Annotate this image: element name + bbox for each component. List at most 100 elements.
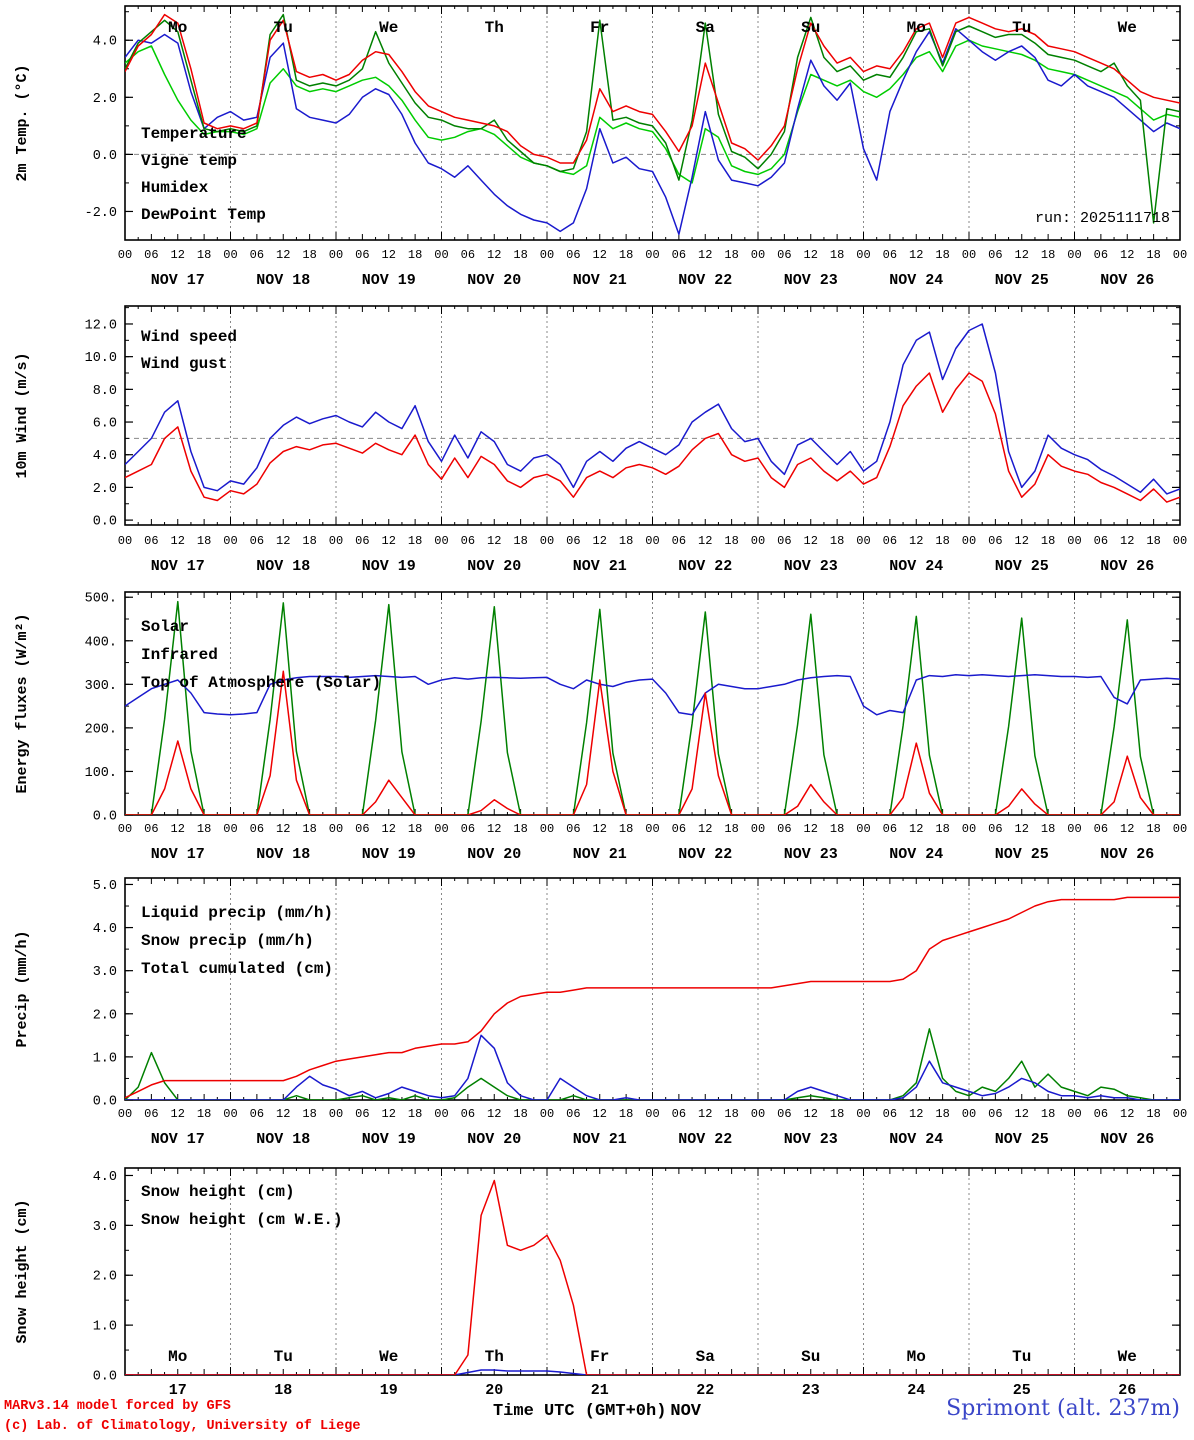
date-label: NOV 24 <box>889 272 943 289</box>
x-tick-label: 06 <box>355 822 369 836</box>
legend-item: DewPoint Temp <box>141 206 266 224</box>
y-tick-label: 6.0 <box>93 417 117 432</box>
x-tick-label: 18 <box>724 1107 738 1121</box>
x-tick-label: 12 <box>1120 534 1134 548</box>
credit-line-1: MARv3.14 model forced by GFS <box>4 1399 231 1414</box>
date-label: NOV 17 <box>151 846 205 863</box>
day-number: 20 <box>485 1382 503 1399</box>
temperature-panel: 4.0 2.0 0.0 -2.0 Temperature Vigne temp Humide… <box>14 5 1187 289</box>
x-tick-label: 06 <box>250 822 264 836</box>
x-tick-label: 18 <box>935 822 949 836</box>
x-tick-label: 06 <box>461 822 475 836</box>
x-tick-label: 00 <box>856 248 870 262</box>
y-tick-label: 2.0 <box>93 1008 117 1023</box>
weekday-label: We <box>1118 19 1137 37</box>
x-tick-label: 18 <box>513 1107 527 1121</box>
x-tick-label: 12 <box>1120 248 1134 262</box>
x-tick-label: 12 <box>909 1107 923 1121</box>
x-tick-label: 18 <box>197 1107 211 1121</box>
x-tick-label: 06 <box>883 534 897 548</box>
x-tick-label: 00 <box>540 1107 554 1121</box>
x-tick-label: 00 <box>434 1107 448 1121</box>
y-tick-label: 10.0 <box>85 351 117 366</box>
x-tick-label: 12 <box>698 534 712 548</box>
x-tick-label: 18 <box>935 1107 949 1121</box>
y-tick-label: 4.0 <box>93 922 117 937</box>
x-tick-label: 18 <box>619 248 633 262</box>
x-tick-label: 00 <box>540 822 554 836</box>
series-vigne-temp <box>125 13 1180 224</box>
series-total-cumulated <box>125 896 1180 1099</box>
x-tick-label: 12 <box>487 822 501 836</box>
date-label: NOV 19 <box>362 558 416 575</box>
weekday-label: We <box>379 19 398 37</box>
x-tick-label: 18 <box>1146 1107 1160 1121</box>
date-label: NOV 18 <box>256 846 310 863</box>
x-tick-label: 12 <box>698 822 712 836</box>
legend-item: Top of Atmosphere (Solar) <box>141 674 381 692</box>
x-tick-label: 12 <box>1120 1107 1134 1121</box>
x-tick-label: 00 <box>434 534 448 548</box>
x-tick-label: 06 <box>672 822 686 836</box>
date-label: NOV 25 <box>995 272 1049 289</box>
x-tick-label: 18 <box>408 1107 422 1121</box>
x-tick-label: 12 <box>593 1107 607 1121</box>
x-tick-label: 12 <box>804 534 818 548</box>
x-tick-label: 12 <box>382 534 396 548</box>
wind-panel: 12.0 10.0 8.0 6.0 4.0 2.0 0.0 Wind speed Wind gu… <box>14 305 1187 575</box>
x-tick-label: 18 <box>1041 822 1055 836</box>
x-tick-label: 00 <box>434 248 448 262</box>
x-tick-label: 12 <box>276 534 290 548</box>
y-tick-label: 2.0 <box>93 482 117 497</box>
date-label: NOV 20 <box>467 558 521 575</box>
x-tick-label: 18 <box>1041 248 1055 262</box>
x-tick-label: 00 <box>1067 534 1081 548</box>
weekday-label: Sa <box>696 19 716 37</box>
x-tick-label: 12 <box>1120 822 1134 836</box>
y-tick-label: 12.0 <box>85 318 117 333</box>
y-tick-label: 8.0 <box>93 384 117 399</box>
x-tick-label: 12 <box>593 534 607 548</box>
x-tick-label: 06 <box>461 248 475 262</box>
legend-item: Temperature <box>141 125 247 143</box>
x-tick-label: 06 <box>777 248 791 262</box>
x-tick-label: 00 <box>962 822 976 836</box>
time-axis-label: Time UTC (GMT+0h) <box>492 1402 667 1421</box>
weekday-label: Mo <box>907 19 926 37</box>
date-label: NOV 20 <box>467 1131 521 1148</box>
x-tick-label: 00 <box>329 822 343 836</box>
x-tick-label: 06 <box>777 1107 791 1121</box>
snow-height-panel: 4.0 3.0 2.0 1.0 0.0 Snow height (cm) Snow heig… <box>14 1167 1181 1399</box>
x-tick-label: 00 <box>434 822 448 836</box>
x-tick-label: 06 <box>1094 822 1108 836</box>
x-tick-label: 12 <box>276 1107 290 1121</box>
x-tick-label: 06 <box>355 248 369 262</box>
x-tick-label: 18 <box>935 248 949 262</box>
x-tick-label: 00 <box>1067 1107 1081 1121</box>
day-number: 25 <box>1013 1382 1031 1399</box>
date-label: NOV 23 <box>784 846 838 863</box>
x-tick-label: 06 <box>883 248 897 262</box>
x-tick-label: 18 <box>1146 248 1160 262</box>
y-tick-label: 0.0 <box>93 1370 117 1385</box>
x-tick-label: 18 <box>619 822 633 836</box>
weekday-label: Tu <box>274 19 293 37</box>
date-label: NOV 25 <box>995 1131 1049 1148</box>
station-label: Sprimont (alt. 237m) <box>946 1396 1180 1421</box>
x-tick-label: 06 <box>144 1107 158 1121</box>
x-tick-label: 18 <box>935 534 949 548</box>
day-number: 23 <box>802 1382 820 1399</box>
x-tick-label: 12 <box>382 822 396 836</box>
x-tick-label: 18 <box>408 534 422 548</box>
weekday-label: Fr <box>590 1348 609 1366</box>
weekday-label: We <box>1118 1348 1137 1366</box>
x-tick-label: 00 <box>1173 534 1187 548</box>
y-tick-label: 500. <box>85 592 117 607</box>
legend-item: Vigne temp <box>141 152 237 170</box>
plot-border <box>124 305 1181 526</box>
x-tick-label: 00 <box>962 534 976 548</box>
x-tick-label: 12 <box>1015 1107 1029 1121</box>
date-label: NOV 26 <box>1100 558 1154 575</box>
x-tick-label: 18 <box>619 1107 633 1121</box>
y-axis-title: Snow height (cm) <box>14 1199 31 1343</box>
